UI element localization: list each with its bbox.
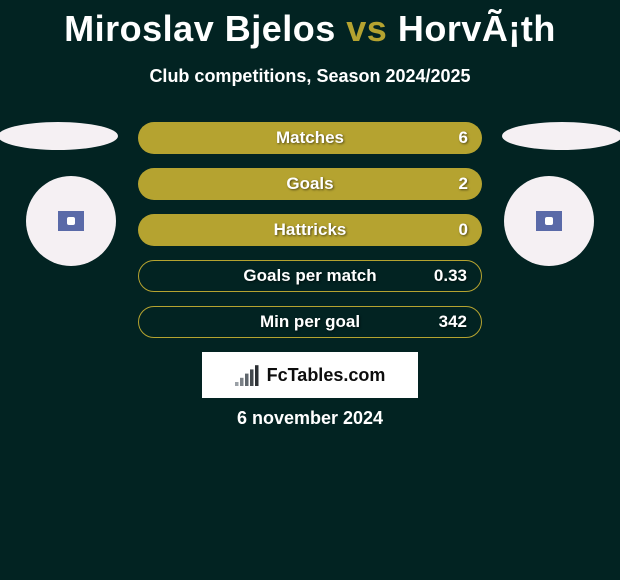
stat-bar-value: 0.33 bbox=[434, 266, 467, 286]
site-card: FcTables.com bbox=[202, 352, 418, 398]
date-text: 6 november 2024 bbox=[0, 408, 620, 429]
vs-text: vs bbox=[346, 8, 387, 49]
stat-bars: Matches 6 Goals 2 Hattricks 0 Goals per match 0… bbox=[138, 122, 482, 352]
left-badge-dot bbox=[67, 217, 75, 225]
stat-bar-label: Hattricks bbox=[274, 220, 347, 240]
subtitle: Club competitions, Season 2024/2025 bbox=[0, 66, 620, 87]
stat-bar: Matches 6 bbox=[138, 122, 482, 154]
stat-bar-value: 0 bbox=[459, 220, 468, 240]
left-ellipse bbox=[0, 122, 118, 150]
site-logo: FcTables.com bbox=[235, 364, 386, 386]
page-title: Miroslav Bjelos vs HorvÃ¡th bbox=[0, 0, 620, 50]
stat-bar-label: Min per goal bbox=[260, 312, 360, 332]
player1-name: Miroslav Bjelos bbox=[64, 8, 336, 49]
player2-name: HorvÃ¡th bbox=[398, 8, 556, 49]
stat-bar-value: 342 bbox=[439, 312, 467, 332]
stat-bar: Hattricks 0 bbox=[138, 214, 482, 246]
right-badge-icon bbox=[536, 211, 562, 231]
stat-bar: Goals 2 bbox=[138, 168, 482, 200]
site-text: FcTables.com bbox=[267, 365, 386, 386]
right-ellipse bbox=[502, 122, 620, 150]
stat-bar-label: Goals bbox=[286, 174, 333, 194]
stat-bar: Min per goal 342 bbox=[138, 306, 482, 338]
left-badge bbox=[26, 176, 116, 266]
stat-bar-value: 2 bbox=[459, 174, 468, 194]
stat-bar-label: Goals per match bbox=[243, 266, 376, 286]
stat-bar-value: 6 bbox=[459, 128, 468, 148]
stat-bar: Goals per match 0.33 bbox=[138, 260, 482, 292]
left-badge-icon bbox=[58, 211, 84, 231]
right-badge bbox=[504, 176, 594, 266]
stat-bar-label: Matches bbox=[276, 128, 344, 148]
site-logo-icon bbox=[235, 364, 261, 386]
right-badge-dot bbox=[545, 217, 553, 225]
